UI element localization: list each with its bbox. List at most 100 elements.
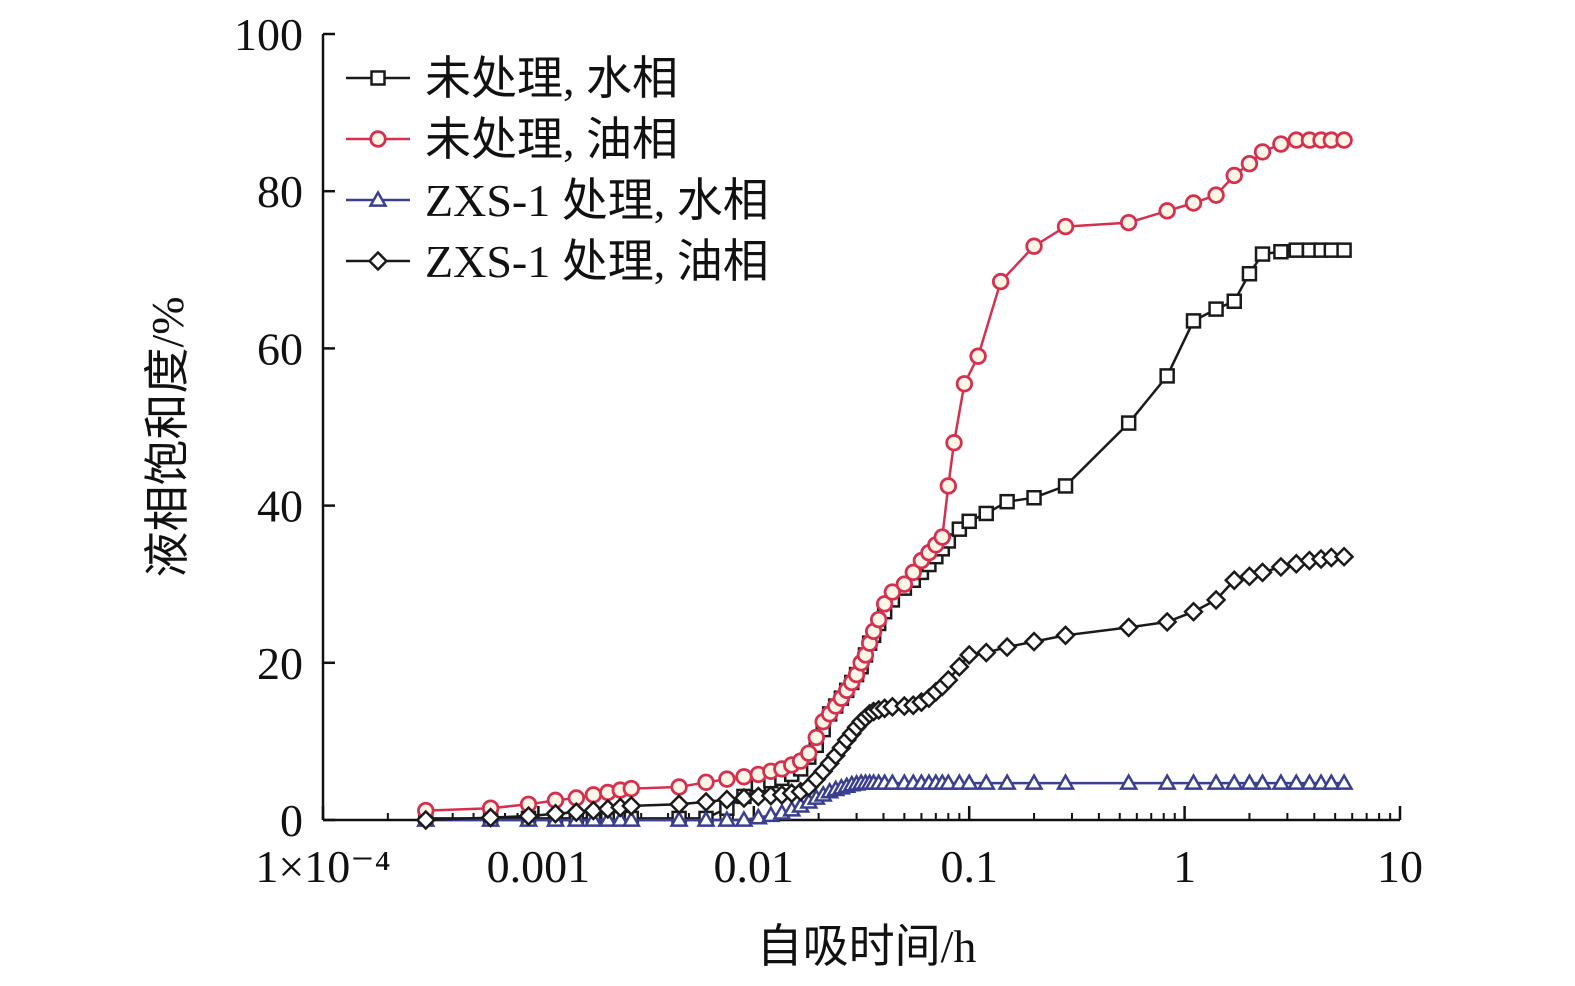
data-point: [938, 773, 958, 790]
data-point: [668, 794, 690, 815]
legend-label: ZXS-1 处理, 油相: [425, 236, 769, 287]
data-point: [696, 810, 716, 827]
y-tick-label: 20: [257, 638, 303, 689]
data-point: [1057, 478, 1074, 494]
data-point: [1271, 773, 1291, 790]
data-point: [1055, 773, 1076, 790]
data-point: [895, 575, 914, 593]
data-point: [566, 801, 587, 823]
legend-item: ZXS-1 处理, 水相: [346, 175, 769, 226]
legend-marker: [368, 190, 388, 207]
axes: 0 20 40 60 80 100 1×10⁻⁴ 0.001 0.01 0.1 1 10: [234, 9, 1423, 892]
data-point: [1183, 773, 1204, 790]
data-point: [1288, 242, 1305, 258]
data-point: [697, 773, 715, 791]
legend-label: 未处理, 油相: [425, 114, 678, 165]
data-point: [695, 791, 717, 813]
y-axis-label: 液相饱和度/%: [142, 296, 193, 577]
legend-label: 未处理, 水相: [425, 53, 678, 104]
data-point: [1334, 773, 1354, 790]
data-point: [1226, 293, 1242, 309]
data-point: [1225, 166, 1243, 185]
data-point: [938, 669, 959, 691]
data-point: [610, 810, 630, 827]
data-point: [1321, 773, 1341, 790]
data-point: [875, 595, 894, 613]
data-point: [669, 810, 689, 827]
x-axis-label: 自吸时间/h: [757, 921, 977, 972]
y-tick-label: 80: [257, 166, 303, 217]
data-point: [807, 728, 825, 747]
data-point: [1208, 301, 1224, 317]
data-point: [1119, 213, 1138, 232]
data-point: [961, 513, 977, 530]
data-point: [1323, 242, 1340, 258]
data-point: [518, 805, 539, 827]
data-point: [621, 795, 642, 817]
data-point: [1336, 242, 1352, 258]
data-point: [1273, 243, 1289, 260]
data-point: [1241, 265, 1258, 282]
data-point: [959, 773, 979, 790]
series-layer: [415, 131, 1355, 831]
y-tick-label: 60: [257, 323, 303, 374]
data-point: [1252, 562, 1273, 583]
x-tick-label: 1: [1173, 841, 1196, 892]
data-point: [1023, 631, 1045, 652]
data-point: [1184, 194, 1203, 212]
data-point: [1157, 773, 1177, 790]
data-point: [621, 810, 641, 827]
legend-item: 未处理, 水相: [346, 53, 678, 104]
data-point: [748, 807, 768, 825]
data-point: [976, 642, 997, 663]
data-point: [1024, 773, 1044, 790]
data-point: [1270, 556, 1292, 578]
data-point: [945, 434, 963, 452]
data-point: [584, 786, 603, 804]
data-point: [939, 477, 958, 495]
x-tick-label: 0.01: [714, 841, 795, 892]
legend-label: ZXS-1 处理, 水相: [425, 175, 769, 226]
data-point: [869, 610, 888, 629]
data-point: [1254, 246, 1271, 262]
data-point: [1185, 313, 1202, 329]
series-1: [418, 242, 1352, 827]
y-tick-label: 40: [257, 481, 303, 532]
data-point: [1056, 217, 1075, 236]
data-point: [904, 563, 922, 582]
data-point: [1205, 589, 1227, 611]
data-point: [717, 810, 737, 827]
data-point: [1252, 773, 1273, 790]
data-point: [1183, 601, 1204, 622]
data-point: [480, 807, 501, 828]
legend-item: 未处理, 油相: [346, 114, 678, 165]
data-point: [545, 803, 566, 824]
x-tick-label: 1×10⁻⁴: [255, 841, 390, 892]
data-point: [1206, 773, 1226, 790]
data-point: [1119, 773, 1139, 790]
data-point: [1333, 546, 1355, 567]
data-point: [976, 773, 996, 790]
series-4: [415, 546, 1355, 831]
data-point: [1158, 202, 1176, 220]
y-tick-label: 100: [234, 9, 303, 60]
data-point: [1253, 143, 1272, 161]
data-point: [1118, 617, 1139, 638]
data-point: [1286, 773, 1306, 790]
data-point: [955, 375, 974, 393]
x-tick-label: 0.001: [487, 841, 591, 892]
data-point: [1156, 611, 1178, 633]
data-point: [883, 583, 902, 601]
data-point: [1299, 773, 1320, 790]
data-point: [933, 528, 951, 546]
legend-marker: [369, 130, 387, 148]
data-point: [999, 493, 1015, 510]
legend-marker: [370, 70, 386, 86]
x-tick-label: 10: [1377, 841, 1423, 892]
data-point: [716, 789, 738, 810]
data-point: [1159, 368, 1175, 384]
data-point: [969, 347, 987, 365]
series-2: [417, 131, 1353, 820]
